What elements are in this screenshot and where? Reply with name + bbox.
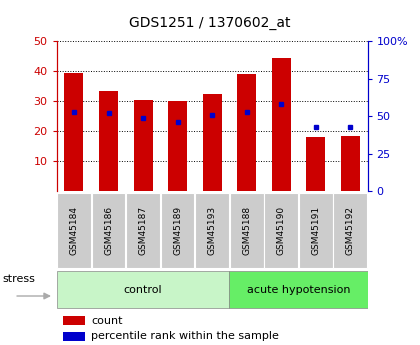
Text: percentile rank within the sample: percentile rank within the sample	[91, 332, 279, 341]
Text: GSM45187: GSM45187	[139, 206, 147, 255]
Text: GSM45188: GSM45188	[242, 206, 251, 255]
Text: GSM45186: GSM45186	[104, 206, 113, 255]
Text: count: count	[91, 316, 122, 326]
Bar	[341, 136, 360, 191]
Bar	[264, 193, 298, 268]
Text: control: control	[124, 285, 163, 295]
Bar	[126, 193, 160, 268]
Text: GSM45191: GSM45191	[311, 206, 320, 255]
Bar	[57, 193, 91, 268]
Bar	[92, 193, 126, 268]
Bar	[229, 271, 368, 308]
Bar	[63, 316, 85, 325]
Text: GSM45193: GSM45193	[207, 206, 217, 255]
Bar	[63, 332, 85, 341]
Bar	[134, 100, 152, 191]
Text: acute hypotension: acute hypotension	[247, 285, 350, 295]
Bar	[333, 193, 367, 268]
Bar	[306, 137, 325, 191]
Text: GDS1251 / 1370602_at: GDS1251 / 1370602_at	[129, 16, 291, 30]
Bar	[202, 94, 222, 191]
Bar	[272, 58, 291, 191]
Text: GSM45184: GSM45184	[69, 206, 79, 255]
Bar	[168, 101, 187, 191]
Bar	[99, 91, 118, 191]
Text: GSM45189: GSM45189	[173, 206, 182, 255]
Text: GSM45192: GSM45192	[346, 206, 355, 255]
Bar	[237, 75, 256, 191]
Bar	[160, 193, 194, 268]
Bar	[230, 193, 264, 268]
Text: stress: stress	[3, 275, 36, 284]
Bar	[195, 193, 229, 268]
Bar	[65, 73, 84, 191]
Bar	[57, 271, 229, 308]
Bar	[299, 193, 333, 268]
Text: GSM45190: GSM45190	[277, 206, 286, 255]
